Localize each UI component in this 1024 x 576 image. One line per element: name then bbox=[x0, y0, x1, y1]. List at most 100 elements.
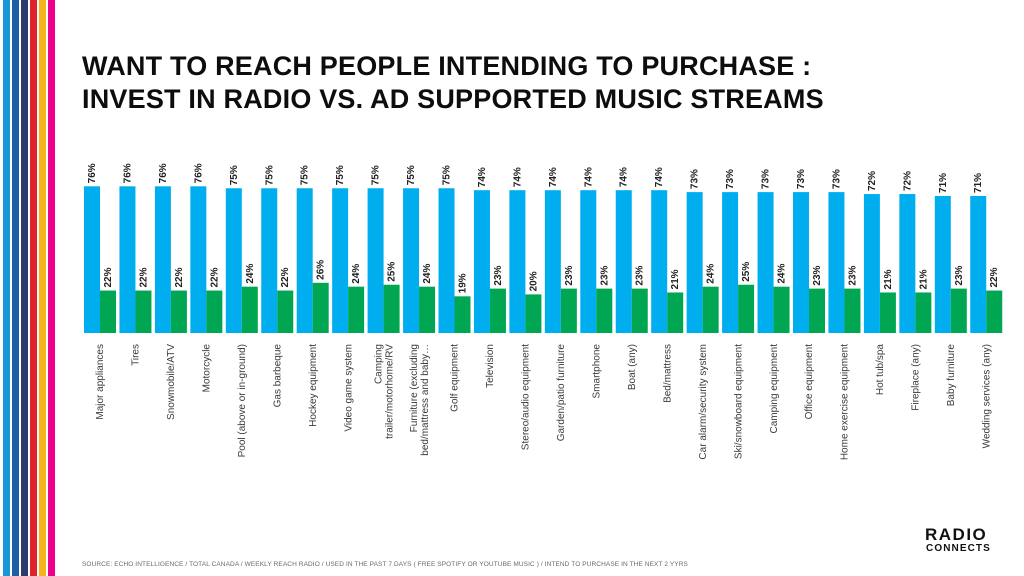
category-group: 74% 23% Boat (any) bbox=[615, 167, 648, 390]
stream-bar bbox=[702, 286, 719, 333]
stripe-4 bbox=[30, 0, 37, 576]
category-group: 72% 21% Hot tub/spa bbox=[863, 171, 896, 395]
category-label-line: Pool (above or in-ground) bbox=[237, 344, 248, 457]
radio-value-label: 75% bbox=[335, 165, 346, 185]
radio-value-label: 75% bbox=[300, 165, 311, 185]
radio-bar bbox=[899, 194, 916, 333]
radio-value-label: 72% bbox=[902, 171, 913, 191]
stripe-6 bbox=[48, 0, 55, 576]
category-group: 76% 22% Snowmobile/ATV bbox=[154, 163, 187, 420]
category-group: 73% 23% Office equipment bbox=[793, 169, 825, 419]
category-group: 74% 23% Television bbox=[473, 167, 506, 388]
category-label: Baby furniture bbox=[946, 344, 957, 407]
decorative-stripes bbox=[0, 0, 72, 576]
category-label-line: Video game system bbox=[343, 344, 354, 432]
stream-bar bbox=[348, 286, 365, 333]
radio-value-label: 74% bbox=[477, 167, 488, 187]
stream-value-label: 22% bbox=[209, 267, 220, 287]
stream-bar bbox=[100, 290, 116, 333]
stream-bar bbox=[631, 288, 648, 333]
radio-bar bbox=[757, 192, 774, 333]
category-group: 75% 24% Furniture (excludingbed/mattress a… bbox=[403, 165, 436, 456]
category-label: Gas barbeque bbox=[272, 344, 283, 408]
radio-bar bbox=[261, 188, 278, 333]
stream-value-label: 24% bbox=[245, 264, 256, 284]
category-label: Video game system bbox=[343, 344, 354, 432]
stream-bar bbox=[950, 288, 967, 333]
category-label-line: trailer/motorhome/RV bbox=[384, 344, 395, 439]
radio-value-label: 71% bbox=[938, 173, 949, 193]
radio-value-label: 76% bbox=[87, 163, 98, 183]
category-label-line: Fireplace (any) bbox=[911, 344, 922, 411]
category-label-line: Camping equipment bbox=[769, 344, 780, 434]
category-label: Smartphone bbox=[592, 344, 603, 399]
radio-value-label: 75% bbox=[442, 165, 453, 185]
category-label-line: Tires bbox=[131, 344, 142, 366]
radio-value-label: 74% bbox=[654, 167, 665, 187]
radio-value-label: 73% bbox=[690, 169, 701, 189]
category-group: 74% 20% Stereo/audio equipment bbox=[509, 167, 542, 450]
category-group: 75% 26% Hockey equipment bbox=[296, 165, 329, 427]
category-label-line: Garden/patio furniture bbox=[556, 344, 567, 442]
radio-bar bbox=[863, 194, 880, 333]
stream-bar bbox=[879, 292, 896, 333]
radio-value-label: 75% bbox=[371, 165, 382, 185]
category-label: Hockey equipment bbox=[308, 344, 319, 427]
radio-value-label: 73% bbox=[761, 169, 772, 189]
radio-value-label: 76% bbox=[158, 163, 169, 183]
stream-value-label: 19% bbox=[458, 273, 469, 293]
radio-bar bbox=[722, 192, 739, 333]
radio-value-label: 75% bbox=[264, 165, 275, 185]
stream-bar bbox=[383, 284, 400, 333]
category-group: 73% 24% Car alarm/security system bbox=[686, 169, 719, 460]
stream-bar bbox=[560, 288, 577, 333]
logo-line-2: CONNECTS bbox=[926, 543, 991, 554]
category-label: Snowmobile/ATV bbox=[166, 344, 177, 420]
stream-bar bbox=[525, 294, 542, 333]
stream-bar bbox=[915, 292, 932, 333]
category-group: 74% 21% Bed/mattress bbox=[651, 167, 684, 403]
radio-bar bbox=[473, 190, 490, 333]
stream-value-label: 25% bbox=[741, 262, 752, 282]
category-label-line: Hockey equipment bbox=[308, 344, 319, 427]
category-group: 75% 19% Golf equipment bbox=[438, 165, 471, 412]
category-label-line: Baby furniture bbox=[946, 344, 957, 407]
stream-value-label: 26% bbox=[316, 260, 327, 280]
category-label-line: Car alarm/security system bbox=[698, 344, 709, 460]
radio-bar bbox=[580, 190, 597, 333]
radio-bar bbox=[651, 190, 668, 333]
category-label: Campingtrailer/motorhome/RV bbox=[373, 344, 395, 439]
category-label-line: Ski/snowboard equipment bbox=[733, 344, 744, 459]
category-label: Boat (any) bbox=[627, 344, 638, 390]
category-label: Home exercise equipment bbox=[840, 344, 851, 460]
category-label: Car alarm/security system bbox=[698, 344, 709, 460]
category-label: Bed/mattress bbox=[662, 344, 673, 403]
radio-bar bbox=[509, 190, 526, 333]
category-group: 74% 23% Smartphone bbox=[580, 167, 613, 399]
category-label-line: Stereo/audio equipment bbox=[521, 344, 532, 450]
radio-bar bbox=[190, 186, 207, 333]
category-label: Pool (above or in-ground) bbox=[237, 344, 248, 457]
stream-bar bbox=[738, 284, 755, 333]
category-group: 75% 24% Video game system bbox=[332, 165, 365, 432]
radio-bar bbox=[438, 188, 455, 333]
category-label: Furniture (excludingbed/mattress and bab… bbox=[409, 344, 431, 456]
category-label: Golf equipment bbox=[450, 344, 461, 412]
stream-value-label: 24% bbox=[351, 264, 362, 284]
category-label: Wedding services (any) bbox=[981, 344, 992, 448]
stream-bar bbox=[135, 290, 152, 333]
stream-bar bbox=[489, 288, 506, 333]
category-group: 73% 23% Home exercise equipment bbox=[828, 169, 861, 460]
category-label: Fireplace (any) bbox=[911, 344, 922, 411]
category-label-line: bed/mattress and baby… bbox=[420, 344, 431, 456]
stream-bar bbox=[454, 296, 471, 333]
category-label: Office equipment bbox=[804, 344, 815, 420]
stream-bar bbox=[809, 288, 825, 333]
radio-value-label: 71% bbox=[973, 173, 984, 193]
stream-bar bbox=[596, 288, 613, 333]
category-label: Major appliances bbox=[95, 344, 106, 420]
category-group: 76% 22% Motorcycle bbox=[190, 163, 223, 392]
category-label-line: Snowmobile/ATV bbox=[166, 344, 177, 420]
title-line-1: WANT TO REACH PEOPLE INTENDING TO PURCHA… bbox=[82, 51, 812, 81]
